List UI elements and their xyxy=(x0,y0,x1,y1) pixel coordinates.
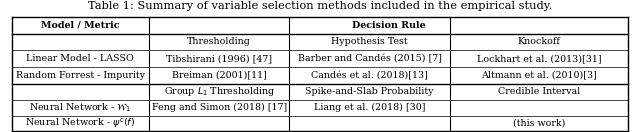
Text: Lockhart et al. (2013)[31]: Lockhart et al. (2013)[31] xyxy=(477,54,602,63)
Text: Thresholding: Thresholding xyxy=(188,37,251,46)
Text: Group $L_1$ Thresholding: Group $L_1$ Thresholding xyxy=(164,85,275,98)
Text: Liang et al. (2018) [30]: Liang et al. (2018) [30] xyxy=(314,103,426,112)
Text: Model / Metric: Model / Metric xyxy=(41,21,120,30)
Text: Spike-and-Slab Probability: Spike-and-Slab Probability xyxy=(305,87,434,96)
Text: Breiman (2001)[11]: Breiman (2001)[11] xyxy=(172,71,267,80)
Text: Table 1: Summary of variable selection methods included in the empirical study.: Table 1: Summary of variable selection m… xyxy=(88,1,552,11)
Text: Hypothesis Test: Hypothesis Test xyxy=(332,37,408,46)
Text: Knockoff: Knockoff xyxy=(518,37,561,46)
Text: Feng and Simon (2018) [17]: Feng and Simon (2018) [17] xyxy=(152,103,287,112)
Text: Credible Interval: Credible Interval xyxy=(498,87,580,96)
Text: (this work): (this work) xyxy=(513,119,565,128)
Text: Decision Rule: Decision Rule xyxy=(352,21,426,30)
Text: Linear Model - LASSO: Linear Model - LASSO xyxy=(26,54,134,63)
Text: Neural Network - $\mathcal{W}_1$: Neural Network - $\mathcal{W}_1$ xyxy=(29,101,131,114)
Text: Random Forrest - Impurity: Random Forrest - Impurity xyxy=(16,71,145,80)
Text: Candés et al. (2018)[13]: Candés et al. (2018)[13] xyxy=(311,71,428,80)
Text: Tibshirani (1996) [47]: Tibshirani (1996) [47] xyxy=(166,54,272,63)
Text: Altmann et al. (2010)[3]: Altmann et al. (2010)[3] xyxy=(481,71,597,80)
Text: Neural Network - $\psi^c(f)$: Neural Network - $\psi^c(f)$ xyxy=(26,116,135,130)
Text: Barber and Candés (2015) [7]: Barber and Candés (2015) [7] xyxy=(298,54,442,63)
